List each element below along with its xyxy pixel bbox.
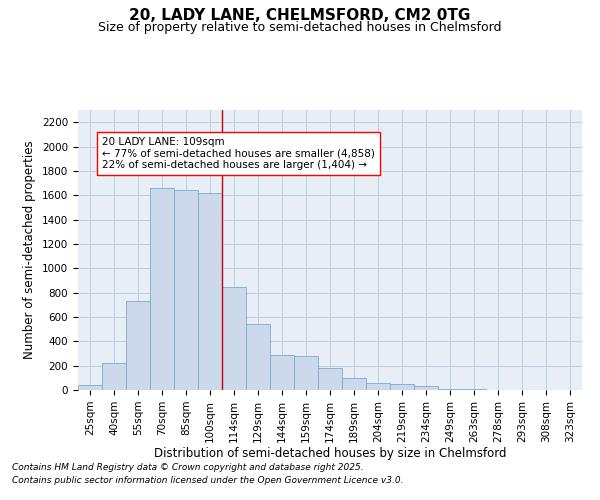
Bar [294,356,318,390]
Text: Size of property relative to semi-detached houses in Chelmsford: Size of property relative to semi-detach… [98,21,502,34]
Bar [438,389,462,390]
Bar [102,363,126,390]
Bar [366,382,390,390]
Bar [414,386,438,390]
Bar [78,385,102,390]
Bar [246,324,270,390]
Y-axis label: Number of semi-detached properties: Number of semi-detached properties [23,140,37,360]
Text: 20 LADY LANE: 109sqm
← 77% of semi-detached houses are smaller (4,858)
22% of se: 20 LADY LANE: 109sqm ← 77% of semi-detac… [102,137,375,170]
Bar [342,378,366,390]
Text: Contains public sector information licensed under the Open Government Licence v3: Contains public sector information licen… [12,476,404,485]
Bar [198,193,222,390]
X-axis label: Distribution of semi-detached houses by size in Chelmsford: Distribution of semi-detached houses by … [154,448,506,460]
Bar [174,190,198,390]
Bar [126,301,150,390]
Bar [150,188,174,390]
Bar [270,354,294,390]
Bar [390,384,414,390]
Text: 20, LADY LANE, CHELMSFORD, CM2 0TG: 20, LADY LANE, CHELMSFORD, CM2 0TG [130,8,470,22]
Bar [318,368,342,390]
Text: Contains HM Land Registry data © Crown copyright and database right 2025.: Contains HM Land Registry data © Crown c… [12,464,364,472]
Bar [222,286,246,390]
